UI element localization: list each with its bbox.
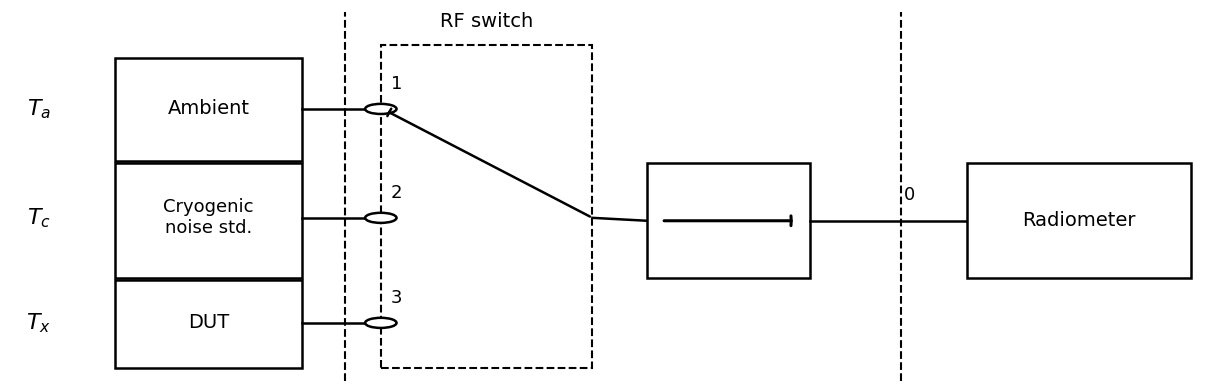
Text: Radiometer: Radiometer <box>1023 211 1135 230</box>
FancyBboxPatch shape <box>115 58 302 161</box>
Text: DUT: DUT <box>187 314 230 332</box>
Text: $T_c$: $T_c$ <box>27 206 51 230</box>
Text: 2: 2 <box>391 184 403 202</box>
Circle shape <box>365 104 397 114</box>
FancyBboxPatch shape <box>115 280 302 368</box>
FancyBboxPatch shape <box>647 163 810 278</box>
FancyBboxPatch shape <box>967 163 1191 278</box>
Text: $T_x$: $T_x$ <box>27 311 51 335</box>
FancyBboxPatch shape <box>115 163 302 278</box>
Circle shape <box>365 318 397 328</box>
Circle shape <box>365 213 397 223</box>
Text: Ambient: Ambient <box>168 100 249 118</box>
Text: RF switch: RF switch <box>440 12 533 31</box>
Text: Cryogenic
noise std.: Cryogenic noise std. <box>163 198 254 237</box>
Text: 1: 1 <box>391 75 401 93</box>
Text: 0: 0 <box>904 186 915 205</box>
Text: $T_a$: $T_a$ <box>27 97 51 121</box>
Text: 3: 3 <box>391 289 403 307</box>
